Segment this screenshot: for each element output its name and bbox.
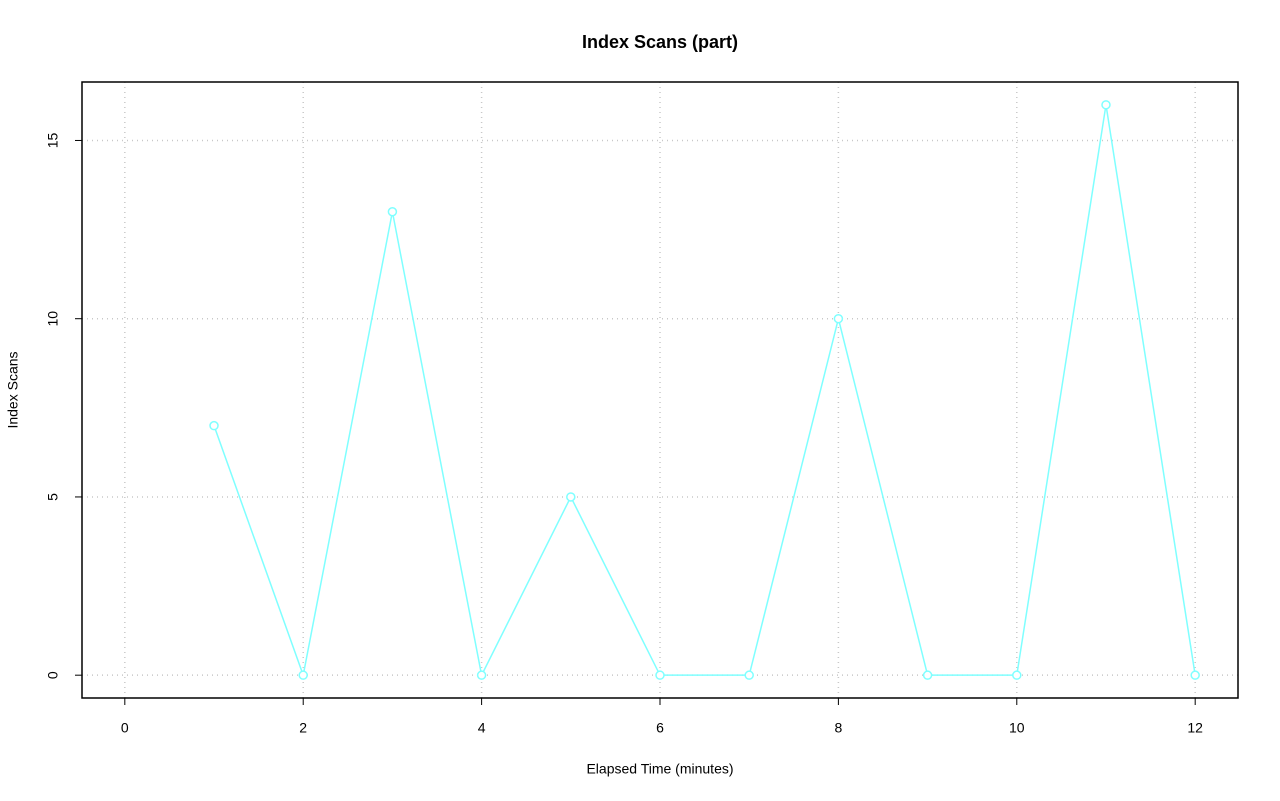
point [1012,670,1022,680]
x-tick-label: 4 [478,720,486,736]
point [833,313,844,324]
x-axis-label: Elapsed Time (minutes) [586,761,733,777]
x-tick-label: 6 [656,720,664,736]
point [566,492,576,502]
point [922,670,933,680]
point [744,670,754,680]
point [209,420,219,431]
y-tick-label: 0 [45,671,61,679]
point [298,670,308,680]
point [1101,100,1111,110]
point [655,670,665,680]
x-tick-label: 2 [299,720,307,736]
point [387,207,398,217]
y-tick-label: 15 [45,132,61,148]
y-tick-label: 5 [45,493,61,501]
y-tick-label: 10 [45,311,61,327]
x-tick-label: 12 [1187,720,1203,736]
x-tick-label: 8 [834,720,842,736]
point [1190,670,1200,680]
line [213,104,1196,679]
chart-title: Index Scans (part) [582,32,738,52]
x-tick-label: 10 [1009,720,1025,736]
point [476,670,487,680]
x-tick-label: 0 [121,720,129,736]
plot-frame [81,81,1239,699]
y-axis-label: Index Scans [5,351,21,428]
